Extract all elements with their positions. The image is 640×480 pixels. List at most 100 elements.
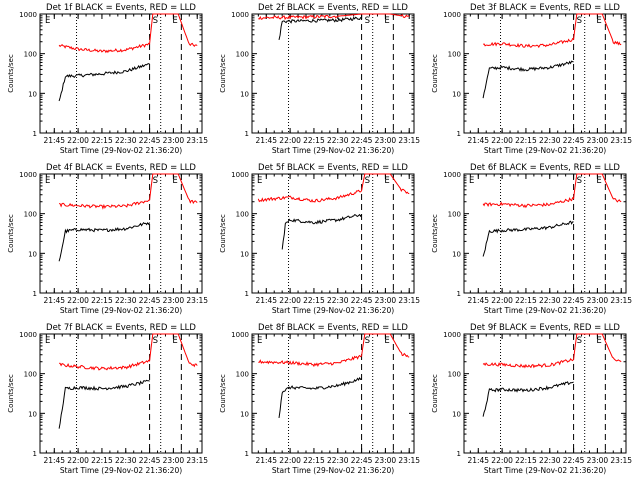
x-tick-label: 21:45 bbox=[467, 136, 489, 145]
y-tick-label: 100 bbox=[24, 211, 37, 219]
x-tick-label: 22:30 bbox=[115, 136, 137, 145]
x-axis-label: Start Time (29-Nov-02 21:36:20) bbox=[484, 146, 606, 155]
chart-title: Det 2f BLACK = Events, RED = LLD bbox=[258, 3, 408, 13]
y-tick-label: 100 bbox=[236, 211, 249, 219]
marker-label: E bbox=[257, 336, 262, 346]
x-tick-label: 22:30 bbox=[327, 456, 349, 465]
y-tick-label: 1 bbox=[245, 450, 249, 458]
marker-label: E bbox=[384, 16, 389, 26]
chart-panel-6: Det 6f BLACK = Events, RED = LLD Counts/s… bbox=[431, 163, 632, 315]
x-axis-label: Start Time (29-Nov-02 21:36:20) bbox=[60, 466, 182, 475]
x-tick-label: 22:15 bbox=[91, 296, 113, 305]
events-black-trace bbox=[58, 221, 151, 262]
chart-panel-4: Det 4f BLACK = Events, RED = LLD Counts/s… bbox=[7, 163, 208, 315]
y-tick-label: 1 bbox=[457, 450, 461, 458]
y-tick-label: 100 bbox=[236, 51, 249, 59]
x-tick-label: 22:45 bbox=[351, 136, 373, 145]
x-tick-label: 22:15 bbox=[91, 136, 113, 145]
y-tick-label: 100 bbox=[448, 371, 461, 379]
x-tick-label: 21:45 bbox=[43, 456, 65, 465]
chart-title: Det 6f BLACK = Events, RED = LLD bbox=[470, 163, 620, 173]
y-tick-label: 100 bbox=[448, 211, 461, 219]
y-tick-label: 1000 bbox=[443, 171, 461, 179]
chart-panel-9: Det 9f BLACK = Events, RED = LLD Counts/s… bbox=[431, 323, 632, 475]
marker-label: S bbox=[577, 336, 582, 346]
events-black-trace bbox=[58, 379, 150, 429]
lld-red-trace bbox=[59, 333, 198, 371]
x-tick-label: 22:30 bbox=[115, 296, 137, 305]
x-tick-label: 21:45 bbox=[255, 296, 277, 305]
chart-panel-1: Det 1f BLACK = Events, RED = LLD Counts/s… bbox=[7, 3, 208, 155]
x-tick-label: 23:15 bbox=[186, 456, 208, 465]
events-black-trace bbox=[281, 213, 363, 250]
marker-label: S bbox=[577, 176, 582, 186]
x-tick-label: 22:00 bbox=[491, 456, 513, 465]
events-black-trace bbox=[482, 381, 574, 417]
y-tick-label: 10 bbox=[240, 250, 249, 258]
x-tick-label: 22:00 bbox=[67, 136, 89, 145]
x-tick-label: 21:45 bbox=[255, 456, 277, 465]
x-tick-label: 22:30 bbox=[539, 136, 561, 145]
x-tick-label: 21:45 bbox=[467, 456, 489, 465]
lld-red-trace bbox=[482, 333, 622, 369]
x-tick-label: 23:00 bbox=[375, 456, 397, 465]
x-tick-label: 23:00 bbox=[587, 456, 609, 465]
y-tick-label: 10 bbox=[240, 410, 249, 418]
x-tick-label: 22:45 bbox=[139, 296, 161, 305]
events-black-trace bbox=[58, 63, 150, 102]
y-tick-label: 1000 bbox=[19, 11, 37, 19]
chart-title: Det 8f BLACK = Events, RED = LLD bbox=[258, 323, 408, 333]
chart-title: Det 3f BLACK = Events, RED = LLD bbox=[470, 3, 620, 13]
x-tick-label: 22:45 bbox=[139, 136, 161, 145]
marker-label: S bbox=[153, 16, 158, 26]
plot-frame bbox=[463, 13, 627, 134]
x-axis-label: Start Time (29-Nov-02 21:36:20) bbox=[272, 306, 394, 315]
y-tick-label: 100 bbox=[236, 371, 249, 379]
x-tick-label: 22:00 bbox=[279, 456, 301, 465]
x-tick-label: 21:45 bbox=[43, 136, 65, 145]
y-tick-label: 10 bbox=[452, 250, 461, 258]
y-tick-label: 1000 bbox=[231, 331, 249, 339]
y-tick-label: 1 bbox=[245, 130, 249, 138]
marker-label: E bbox=[596, 176, 601, 186]
x-tick-label: 21:45 bbox=[255, 136, 277, 145]
x-axis-label: Start Time (29-Nov-02 21:36:20) bbox=[272, 466, 394, 475]
x-tick-label: 23:00 bbox=[163, 456, 185, 465]
marker-label: E bbox=[596, 16, 601, 26]
y-tick-label: 10 bbox=[28, 90, 37, 98]
marker-label: E bbox=[172, 176, 177, 186]
plot-frame bbox=[39, 13, 203, 134]
marker-label: E bbox=[172, 336, 177, 346]
marker-label: S bbox=[153, 336, 158, 346]
chart-panel-3: Det 3f BLACK = Events, RED = LLD Counts/s… bbox=[431, 3, 632, 155]
chart-title: Det 9f BLACK = Events, RED = LLD bbox=[470, 323, 620, 333]
x-tick-label: 22:30 bbox=[539, 456, 561, 465]
chart-title: Det 7f BLACK = Events, RED = LLD bbox=[46, 323, 196, 333]
x-tick-label: 23:00 bbox=[163, 296, 185, 305]
y-axis-label: Counts/sec bbox=[219, 54, 227, 93]
marker-label: E bbox=[384, 336, 389, 346]
x-tick-label: 22:15 bbox=[303, 456, 325, 465]
x-tick-label: 23:15 bbox=[186, 296, 208, 305]
x-tick-label: 22:15 bbox=[303, 296, 325, 305]
chart-panel-5: Det 5f BLACK = Events, RED = LLD Counts/s… bbox=[219, 163, 420, 315]
events-black-trace bbox=[278, 16, 362, 41]
x-tick-label: 22:45 bbox=[351, 456, 373, 465]
x-tick-label: 22:45 bbox=[563, 136, 585, 145]
events-black-trace bbox=[482, 60, 574, 99]
x-tick-label: 22:00 bbox=[491, 136, 513, 145]
lld-red-trace bbox=[482, 173, 622, 209]
y-tick-label: 10 bbox=[452, 410, 461, 418]
x-tick-label: 23:15 bbox=[610, 296, 632, 305]
chart-title: Det 4f BLACK = Events, RED = LLD bbox=[46, 163, 196, 173]
x-tick-label: 23:00 bbox=[163, 136, 185, 145]
y-axis-label: Counts/sec bbox=[219, 214, 227, 253]
lld-red-trace bbox=[58, 173, 198, 210]
x-axis-label: Start Time (29-Nov-02 21:36:20) bbox=[484, 306, 606, 315]
marker-label: E bbox=[469, 336, 474, 346]
y-axis-label: Counts/sec bbox=[431, 54, 439, 93]
x-tick-label: 23:00 bbox=[375, 296, 397, 305]
x-tick-label: 23:15 bbox=[610, 456, 632, 465]
x-tick-label: 22:00 bbox=[279, 296, 301, 305]
